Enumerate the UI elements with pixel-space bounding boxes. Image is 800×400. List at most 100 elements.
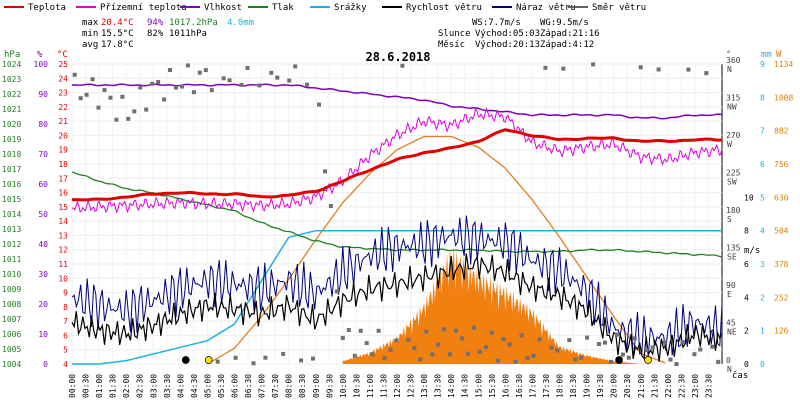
wind-direction-dot bbox=[573, 357, 578, 362]
wind-direction-dot bbox=[698, 347, 703, 352]
wind-direction-dot bbox=[507, 342, 512, 347]
direction-tick-label: 0 bbox=[726, 356, 731, 365]
wind-direction-dot bbox=[233, 355, 238, 360]
stats-avg-temp: 17.8°C bbox=[101, 40, 134, 50]
solar-tick-label: 882 bbox=[774, 127, 789, 136]
stats-sun-rise: Východ:05:03 bbox=[475, 29, 540, 39]
x-tick-label: 18:30 bbox=[569, 374, 578, 398]
wind-direction-dot bbox=[114, 117, 119, 122]
x-tick-label: 23:30 bbox=[704, 374, 713, 398]
wind-direction-dot bbox=[626, 355, 631, 360]
pressure-tick-label: 1024 bbox=[2, 60, 21, 69]
wind-direction-dot bbox=[686, 67, 691, 72]
percent-tick-label: 90 bbox=[38, 90, 48, 99]
x-tick-label: 17:00 bbox=[528, 374, 537, 398]
wind-direction-dot bbox=[501, 337, 506, 342]
stats-max-label: max bbox=[82, 18, 99, 28]
pressure-tick-label: 1012 bbox=[2, 240, 21, 249]
x-tick-label: 06:30 bbox=[244, 374, 253, 398]
wind-direction-dot bbox=[168, 68, 172, 72]
wind-direction-dot bbox=[454, 328, 458, 333]
direction-tick-label: 135 bbox=[726, 244, 741, 253]
stats-max-hum: 94% bbox=[147, 18, 164, 28]
temperature-line bbox=[71, 128, 722, 202]
wind-direction-dot bbox=[78, 96, 83, 101]
unit-degc: °C bbox=[57, 50, 68, 60]
solar-tick-label: 1134 bbox=[774, 60, 793, 69]
wind-direction-dot bbox=[597, 342, 601, 346]
x-tick-label: 01:30 bbox=[109, 374, 118, 398]
x-tick-label: 08:00 bbox=[285, 374, 294, 398]
wind-direction-dot bbox=[84, 92, 89, 97]
x-tick-label: 06:00 bbox=[231, 374, 240, 398]
rain-tick-label: 4 bbox=[760, 227, 765, 236]
pressure-tick-label: 1011 bbox=[2, 255, 21, 264]
x-tick-label: 10:30 bbox=[352, 374, 361, 398]
solar-tick-label: 756 bbox=[774, 160, 789, 169]
percent-tick-label: 40 bbox=[38, 240, 48, 249]
wind-tick-label: 4 bbox=[744, 293, 749, 302]
wind-direction-dot bbox=[227, 78, 232, 83]
moon-marker bbox=[181, 356, 190, 364]
wind-direction-dot bbox=[591, 62, 596, 67]
temp-tick-label: 16 bbox=[58, 189, 68, 198]
wind-direction-dot bbox=[293, 64, 298, 69]
stats-moon-label: Měsíc bbox=[438, 40, 465, 50]
wind-direction-dot bbox=[400, 63, 405, 68]
wind-direction-dot bbox=[108, 95, 113, 100]
wind-direction-dot bbox=[614, 332, 619, 337]
solar-tick-label: 252 bbox=[774, 293, 789, 302]
pressure-line bbox=[71, 171, 723, 258]
temp-tick-label: 8 bbox=[63, 303, 68, 312]
x-tick-label: 18:00 bbox=[556, 374, 565, 398]
rain-tick-label: 7 bbox=[760, 127, 765, 136]
wind-direction-dot bbox=[644, 348, 649, 352]
wind-direction-dot bbox=[585, 335, 590, 340]
pressure-tick-label: 1006 bbox=[2, 330, 21, 339]
x-tick-label: 08:30 bbox=[298, 374, 307, 398]
wind-direction-dot bbox=[513, 359, 518, 364]
rain-tick-label: 5 bbox=[760, 193, 765, 202]
temp-tick-label: 18 bbox=[58, 160, 68, 169]
wind-direction-dot bbox=[656, 67, 661, 72]
x-tick-label: 21:00 bbox=[637, 374, 646, 398]
temp-tick-label: 20 bbox=[58, 131, 68, 140]
x-tick-label: 05:30 bbox=[217, 374, 226, 398]
x-tick-label: 16:30 bbox=[515, 374, 524, 398]
wind-direction-dot bbox=[471, 325, 476, 330]
wind-direction-dot bbox=[632, 336, 637, 341]
x-tick-label: 03:30 bbox=[163, 374, 172, 398]
wind-direction-dot bbox=[638, 65, 643, 70]
temp-tick-label: 13 bbox=[58, 231, 68, 240]
wind-direction-dot bbox=[531, 353, 536, 358]
temp-tick-label: 7 bbox=[63, 317, 68, 326]
wind-direction-dot bbox=[138, 85, 143, 90]
wind-direction-dot bbox=[340, 335, 345, 340]
x-tick-label: 04:30 bbox=[190, 374, 199, 398]
wind-direction-dot bbox=[287, 78, 292, 83]
percent-tick-label: 0 bbox=[43, 360, 48, 369]
x-tick-label: 02:00 bbox=[122, 374, 131, 398]
temp-tick-label: 23 bbox=[58, 89, 68, 98]
pressure-tick-label: 1019 bbox=[2, 135, 21, 144]
wind-direction-dot bbox=[203, 68, 208, 73]
direction-tick-compass: SW bbox=[727, 178, 737, 187]
stats-wg: WG:9.5m/s bbox=[540, 18, 589, 28]
pressure-tick-label: 1007 bbox=[2, 315, 21, 324]
temp-tick-label: 21 bbox=[58, 117, 68, 126]
pressure-tick-label: 1010 bbox=[2, 270, 21, 279]
wind-direction-dot bbox=[197, 70, 202, 75]
wind-speed-line bbox=[71, 253, 723, 362]
x-tick-label: 19:00 bbox=[583, 374, 592, 398]
wind-tick-label: 10 bbox=[744, 193, 754, 202]
pressure-tick-label: 1020 bbox=[2, 120, 21, 129]
temp-tick-label: 6 bbox=[63, 331, 68, 340]
wind-direction-dot bbox=[102, 88, 107, 92]
wind-tick-label: 6 bbox=[744, 260, 749, 269]
x-tick-label: 14:00 bbox=[447, 374, 456, 398]
direction-tick-compass: NW bbox=[727, 103, 737, 112]
wind-direction-dot bbox=[299, 358, 304, 363]
direction-tick-compass: E bbox=[727, 290, 732, 299]
pressure-tick-label: 1023 bbox=[2, 75, 21, 84]
x-tick-label: 11:30 bbox=[379, 374, 388, 398]
